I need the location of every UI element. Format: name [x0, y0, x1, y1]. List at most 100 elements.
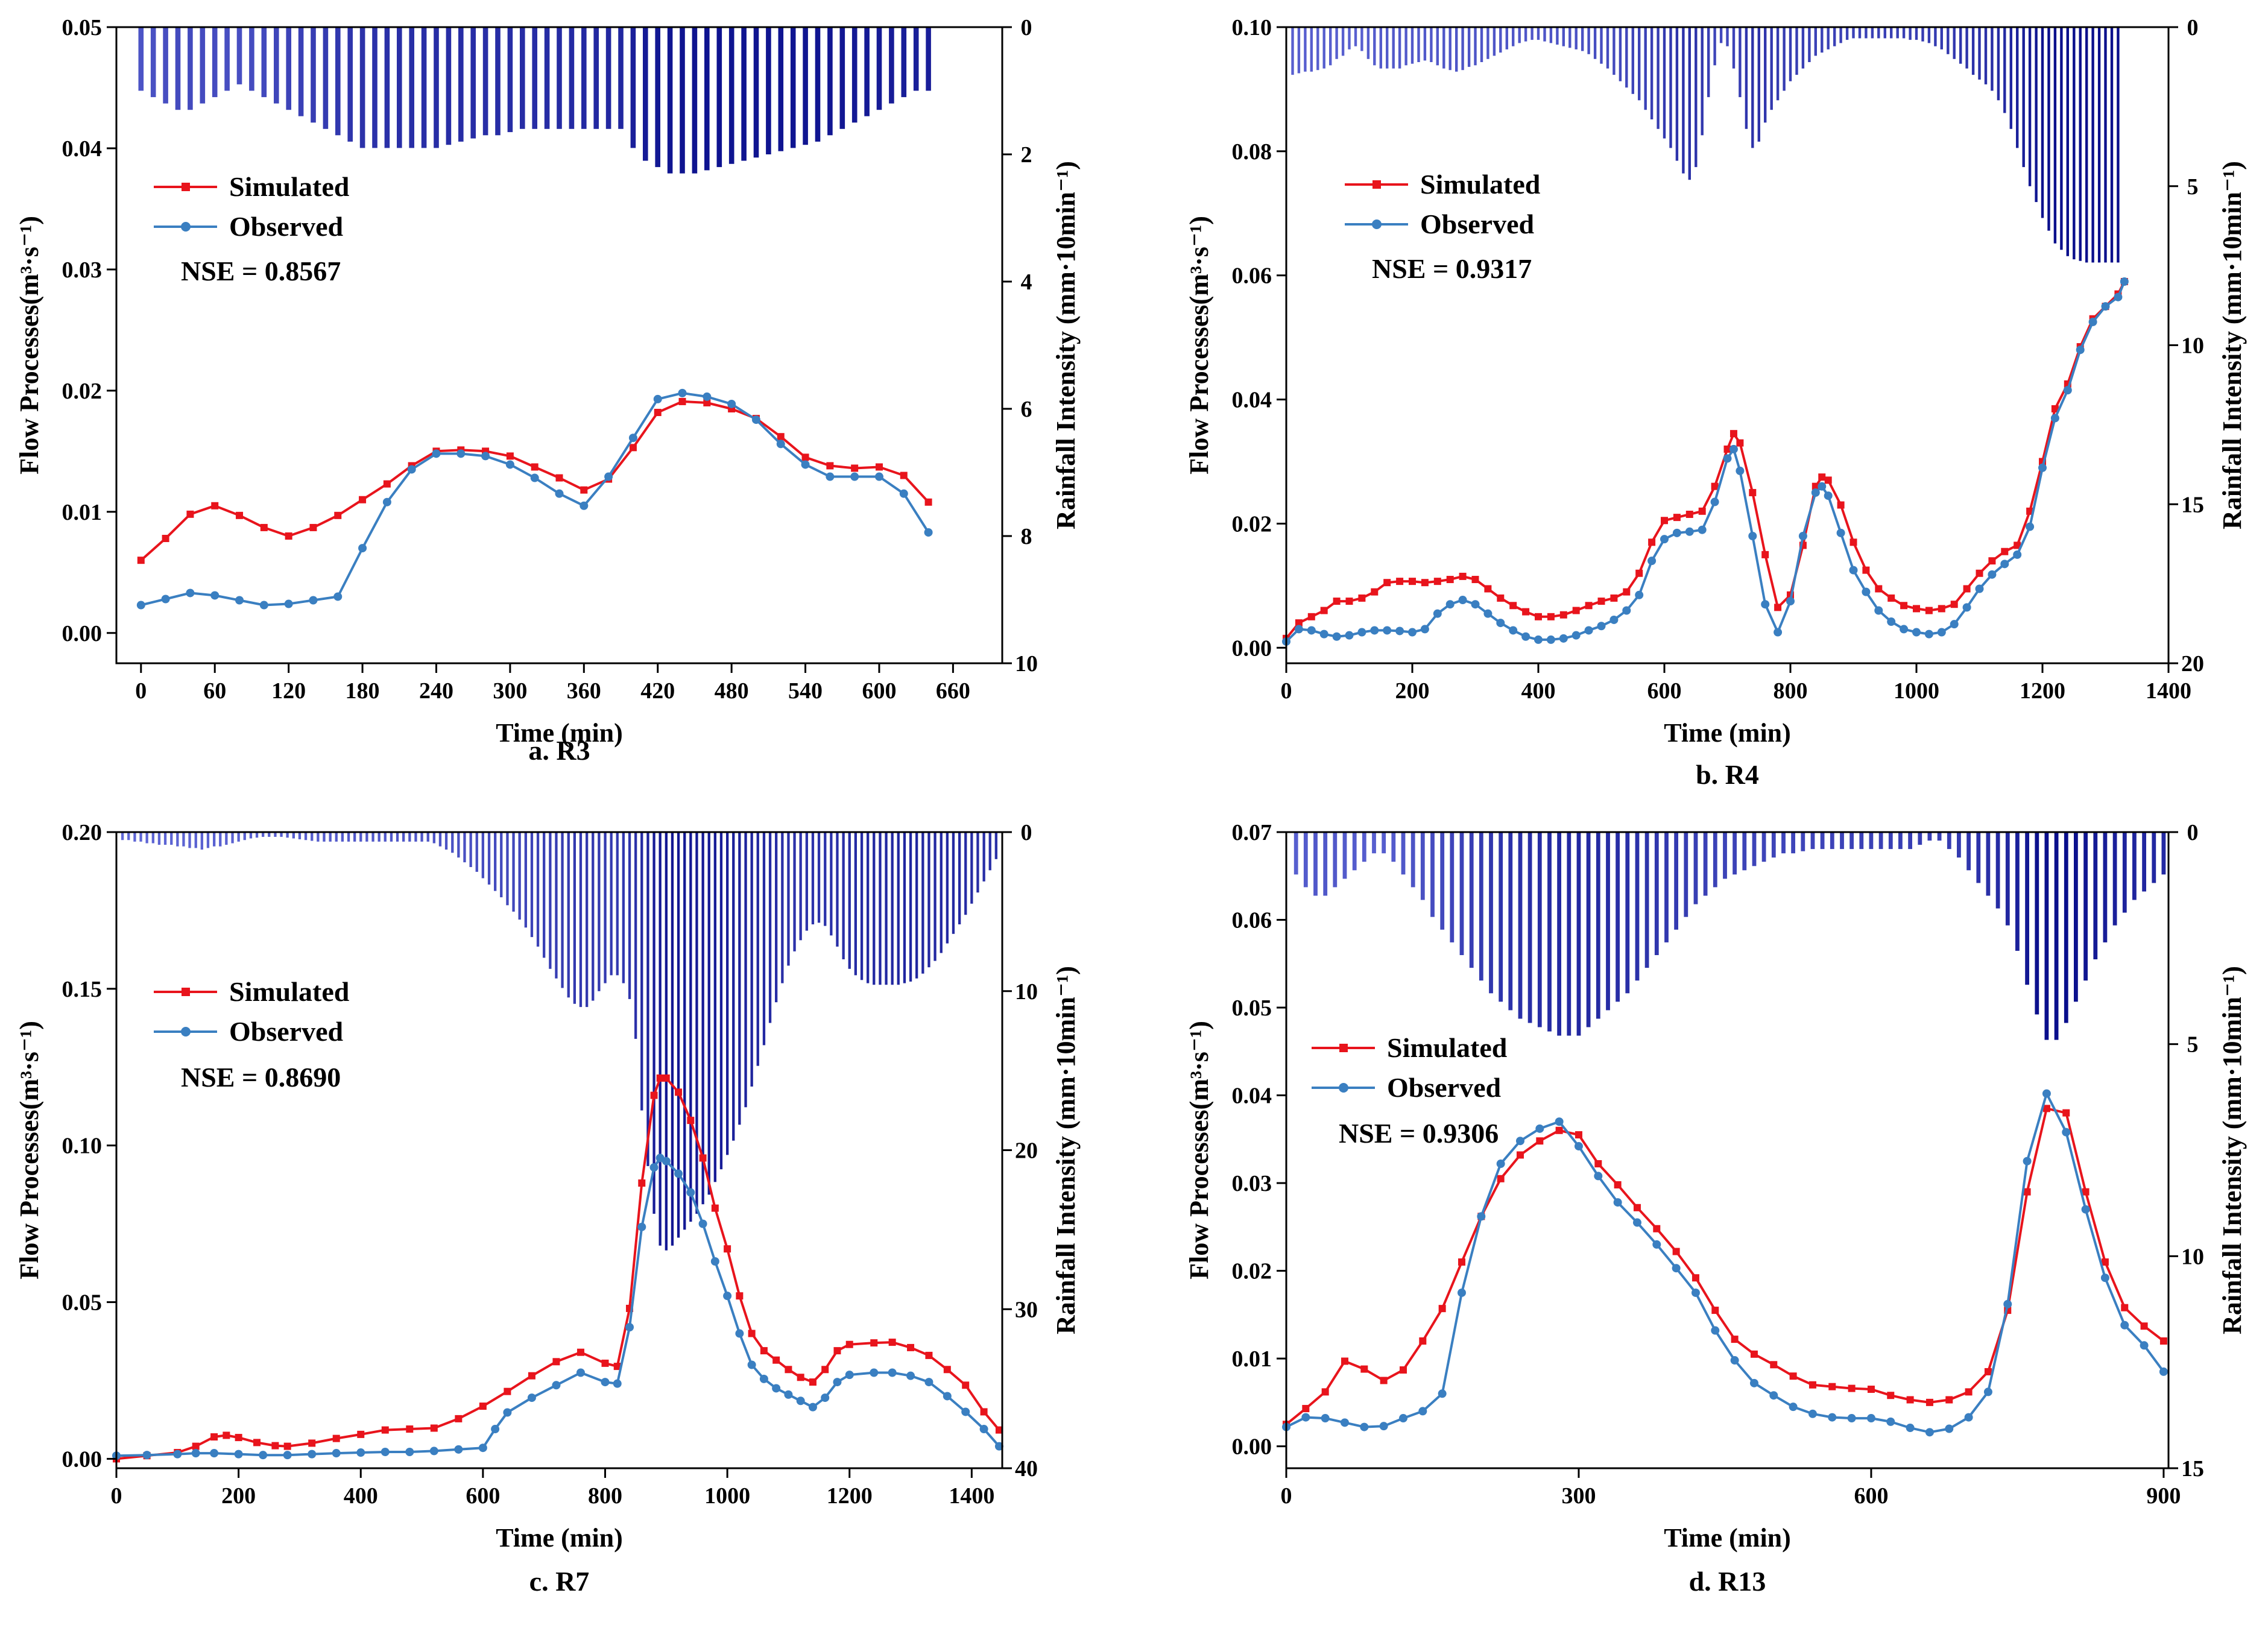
rainfall-bar — [1937, 832, 1942, 841]
rainfall-bar — [1810, 832, 1815, 850]
simulated-point — [455, 1415, 463, 1422]
rainfall-bar — [274, 832, 277, 837]
observed-point — [580, 501, 589, 510]
rainfall-bar — [1557, 832, 1561, 1036]
simulated-series — [1283, 278, 2128, 642]
rainfall-bar — [304, 832, 308, 841]
observed-point — [723, 1292, 732, 1301]
rainfall-bar — [1461, 27, 1464, 71]
simulated-point — [1723, 445, 1731, 453]
rainfall-bar — [1499, 832, 1503, 1002]
simulated-point — [826, 462, 834, 470]
rainfall-bar — [1771, 832, 1776, 858]
y-right-tick-label: 0 — [1021, 820, 1032, 845]
simulated-point — [687, 1117, 695, 1125]
rainfall-bar — [781, 832, 784, 983]
x-tick-label: 480 — [715, 678, 749, 704]
rainfall-bar — [1959, 27, 1962, 64]
rainfall-bar — [2047, 27, 2050, 231]
simulated-point — [580, 486, 588, 494]
rainfall-bar — [1360, 27, 1363, 51]
observed-point — [601, 1378, 610, 1387]
simulated-point — [186, 510, 194, 518]
simulated-point — [925, 1351, 933, 1359]
observed-point — [1457, 1288, 1466, 1297]
rainfall-bar — [728, 27, 734, 164]
rainfall-bar — [561, 832, 564, 988]
rainfall-bar — [446, 27, 452, 145]
y-tick-label: 0.07 — [1232, 820, 1272, 845]
rainfall-bar — [891, 832, 894, 985]
rainfall-bar — [444, 832, 448, 850]
observed-point — [751, 415, 760, 424]
observed-point — [1808, 1409, 1817, 1418]
simulated-point — [2101, 1258, 2109, 1266]
rainfall-bar — [323, 27, 329, 129]
legend: Simulated Observed — [1345, 169, 1541, 239]
y-right-tick-label: 5 — [2187, 1032, 2199, 1058]
rainfall-bar — [1323, 832, 1328, 896]
observed-point — [613, 1379, 622, 1388]
rainfall-bar — [2117, 27, 2120, 263]
simulated-point — [875, 463, 883, 471]
observed-point — [906, 1371, 915, 1380]
rainfall-bar — [732, 832, 735, 1141]
simulated-point — [1516, 1151, 1524, 1159]
rainfall-bar — [793, 832, 796, 951]
observed-point — [1307, 626, 1316, 635]
observed-point — [628, 434, 637, 443]
rainfall-bar — [1789, 27, 1792, 81]
simulated-point — [699, 1154, 707, 1162]
simulated-line — [1285, 281, 2126, 640]
rainfall-bar — [994, 832, 997, 859]
observed-point — [703, 392, 712, 401]
rainfall-bar — [1814, 27, 1817, 56]
rainfall-bar — [689, 832, 692, 1222]
observed-point — [1811, 488, 1820, 497]
observed-point — [2050, 414, 2059, 423]
rainfall-bar — [946, 832, 949, 944]
rainfall-bar — [1693, 832, 1698, 904]
simulated-point — [308, 1439, 316, 1447]
rainfall-bar — [175, 27, 181, 110]
rainfall-bar — [2104, 27, 2107, 263]
observed-point — [924, 1378, 933, 1387]
panel-r7: 0 200 400 600 800 1000 1200 14000.000.050.100.1… — [14, 820, 1081, 1597]
rainfall-bar — [206, 832, 210, 848]
rainfall-bar — [851, 27, 858, 123]
observed-point — [604, 472, 613, 481]
y-axis-title: Flow Processes(m³·s⁻¹) — [1184, 1021, 1214, 1279]
y-right-tick-label: 10 — [2181, 1244, 2204, 1269]
simulated-point — [1380, 1377, 1388, 1384]
observed-point — [1660, 535, 1669, 544]
rainfall-bar — [1527, 832, 1532, 1023]
y-tick-label: 0.10 — [62, 1134, 103, 1159]
simulated-point — [1673, 514, 1681, 522]
observed-point — [870, 1368, 879, 1377]
rainfall-bar — [854, 832, 857, 976]
rainfall-bar — [1770, 27, 1773, 110]
rainfall-bar — [876, 27, 882, 110]
legend-observed-label: Observed — [229, 1016, 344, 1047]
simulated-point — [888, 1339, 896, 1346]
simulated-point — [1383, 579, 1391, 587]
simulated-point — [772, 1356, 780, 1364]
observed-point — [1983, 1387, 1992, 1396]
rainfall-bar — [133, 832, 136, 842]
observed-point — [1798, 532, 1807, 540]
x-axis-title: Time (min) — [1664, 1523, 1791, 1553]
observed-point — [1937, 628, 1946, 637]
rainfall-bar — [889, 27, 894, 104]
simulated-point — [555, 474, 563, 482]
rainfall-bar — [150, 27, 156, 98]
rainfall-bar — [1688, 27, 1691, 180]
observed-point — [1849, 566, 1858, 575]
simulated-point — [1421, 579, 1429, 587]
observed-point — [1383, 626, 1392, 635]
observed-point — [1345, 631, 1354, 640]
legend-observed-marker — [1372, 219, 1382, 229]
rainfall-bar — [127, 832, 130, 841]
simulated-point — [1535, 613, 1542, 620]
y-tick-label: 0.02 — [62, 379, 103, 404]
rainfall-bar — [1830, 832, 1834, 850]
